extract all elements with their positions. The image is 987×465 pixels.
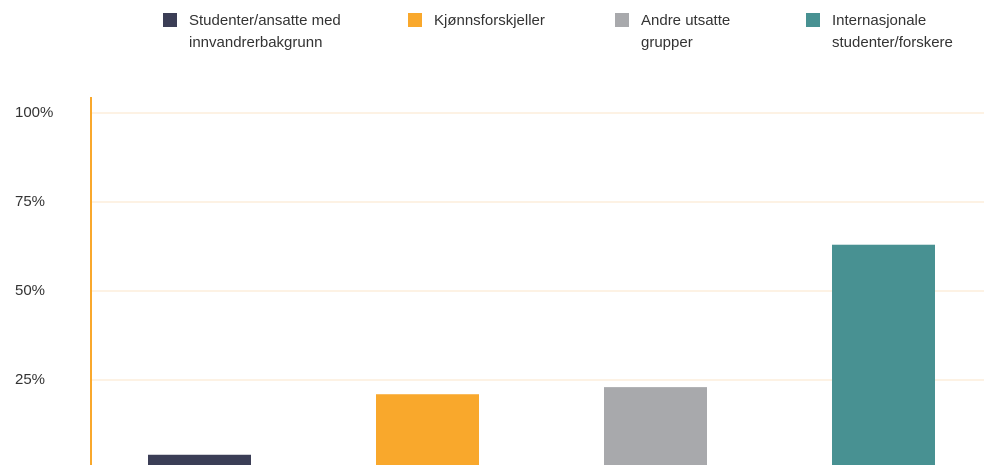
bar <box>376 394 479 465</box>
legend-swatch <box>615 13 629 27</box>
legend-item: Kjønnsforskjeller <box>408 10 584 32</box>
y-tick-label: 50% <box>15 282 45 299</box>
bar <box>832 244 935 465</box>
bar <box>148 454 251 465</box>
legend-swatch <box>408 13 422 27</box>
bar <box>604 387 707 465</box>
legend-swatch <box>163 13 177 27</box>
legend-item: Andre utsatte grupper <box>615 10 766 54</box>
y-tick-label: 75% <box>15 193 45 210</box>
legend-label: Kjønnsforskjeller <box>434 12 545 29</box>
y-tick-label: 100% <box>15 104 53 121</box>
legend-label: Andre utsatte grupper <box>641 12 731 51</box>
legend-label: Internasjonale studenter/forskere <box>832 12 953 51</box>
legend-label: Studenter/ansatte med innvandrerbakgrunn <box>189 12 341 51</box>
legend-item: Studenter/ansatte med innvandrerbakgrunn <box>163 10 364 54</box>
legend-item: Internasjonale studenter/forskere <box>806 10 987 54</box>
y-tick-label: 25% <box>15 371 45 388</box>
legend-swatch <box>806 13 820 27</box>
